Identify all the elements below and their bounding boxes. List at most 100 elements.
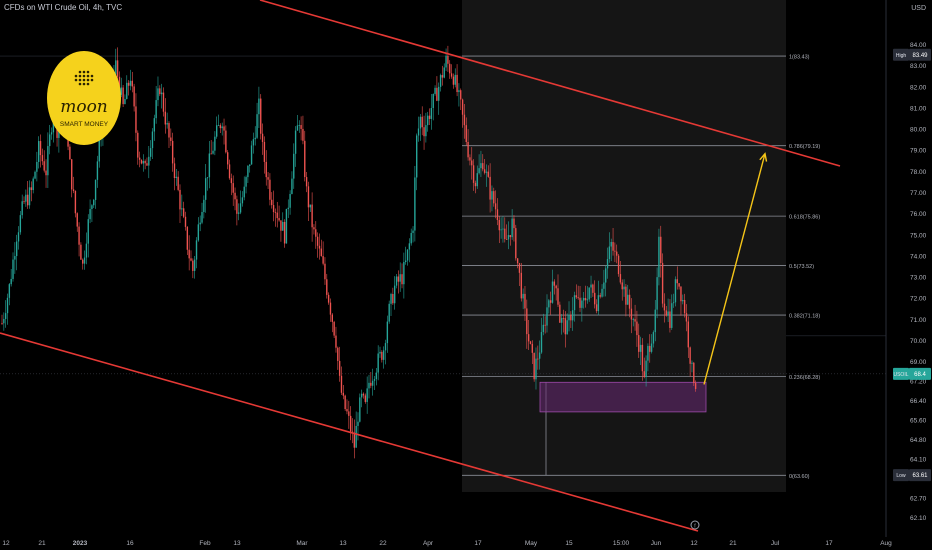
candle-body <box>465 125 467 142</box>
candle-body <box>133 86 135 107</box>
candle-body <box>252 139 255 146</box>
candle-body <box>91 205 93 210</box>
logo-text-moon: moon <box>60 97 108 117</box>
candle-body <box>199 222 201 225</box>
candle-body <box>302 128 304 141</box>
candle-body <box>570 314 572 321</box>
candle-body <box>311 204 313 228</box>
candle-body <box>280 220 282 231</box>
candle-body <box>127 82 130 86</box>
candle-body <box>215 125 218 137</box>
time-tick-label: 22 <box>379 540 387 547</box>
candle-body <box>282 221 284 231</box>
candle-body <box>485 171 488 173</box>
channel-lines <box>0 0 841 532</box>
candle-body <box>249 164 251 166</box>
price-tick-label: 78.00 <box>910 169 927 176</box>
candle-body <box>195 240 198 260</box>
candle-body <box>340 375 343 393</box>
candle-body <box>416 135 418 178</box>
candle-body <box>460 90 462 100</box>
candle-body <box>166 123 168 125</box>
candle-body <box>542 324 545 333</box>
candle-body <box>504 228 506 240</box>
candle-body <box>177 176 179 190</box>
candle-body <box>414 177 416 231</box>
candle-body <box>417 128 420 136</box>
candle-body <box>236 199 238 214</box>
candle-body <box>549 300 552 303</box>
candle-body <box>527 334 530 342</box>
candle-body <box>71 159 73 190</box>
candle-body <box>89 209 91 220</box>
candle-body <box>494 203 497 210</box>
candle-body <box>410 232 412 244</box>
candle-body <box>170 137 172 141</box>
time-tick-label: 21 <box>729 540 737 547</box>
candle-body <box>551 281 554 303</box>
candle-body <box>296 125 299 131</box>
candle-body <box>160 92 163 95</box>
candle-body <box>208 153 211 178</box>
candle-body <box>478 168 480 174</box>
candle-body <box>562 318 565 319</box>
candle-body <box>393 285 396 304</box>
candle-body <box>142 160 144 164</box>
candle-body <box>461 99 464 115</box>
candle-body <box>346 409 348 412</box>
candle-body <box>592 284 594 293</box>
candle-body <box>238 212 240 214</box>
svg-text:f: f <box>694 524 696 530</box>
candle-body <box>577 297 579 299</box>
time-marker-icon[interactable]: f <box>690 520 700 530</box>
candle-body <box>116 60 119 77</box>
candle-body <box>632 319 634 320</box>
candle-body <box>643 371 645 378</box>
candle-body <box>250 145 253 165</box>
fib-level-label: 0.5(73.52) <box>789 264 814 270</box>
candle-body <box>137 132 139 158</box>
candle-body <box>274 212 277 213</box>
price-tag-bg <box>893 48 909 61</box>
candle-body <box>623 286 625 290</box>
price-tick-label: 83.00 <box>910 63 927 70</box>
candle-body <box>214 136 216 151</box>
candle-body <box>480 163 482 169</box>
candle-body <box>434 87 436 94</box>
candle-body <box>559 304 561 323</box>
candle-body <box>614 250 616 252</box>
candle-body <box>120 87 122 95</box>
candle-body <box>445 55 447 68</box>
demand-zone-layer <box>539 381 707 413</box>
time-axis[interactable]: 12 21 2023 16 Feb 13 Mar 13 22 Apr 17 May 15 15:00 Jun… <box>2 540 892 547</box>
candle-body <box>272 205 275 213</box>
candle-body <box>304 140 306 178</box>
price-tag-name: High <box>896 53 907 59</box>
candle-body <box>331 314 333 322</box>
candle-body <box>401 274 403 285</box>
candle-body <box>423 127 425 137</box>
candle-body <box>190 258 192 261</box>
candle-body <box>74 190 77 214</box>
candle-body <box>93 199 95 206</box>
price-tick-label: 62.10 <box>910 515 927 522</box>
candle-body <box>685 313 688 322</box>
candle-body <box>94 179 97 200</box>
candle-body <box>381 351 383 360</box>
price-tick-label: 69.00 <box>910 359 927 366</box>
candle-body <box>650 343 653 352</box>
candle-body <box>287 207 289 209</box>
candle-body <box>610 242 612 247</box>
candle-body <box>371 380 374 386</box>
price-tick-label: 75.00 <box>910 232 927 239</box>
candle-body <box>627 294 629 305</box>
candle-body <box>582 297 585 301</box>
candle-body <box>227 152 229 165</box>
candle-body <box>471 160 473 166</box>
candle-body <box>693 362 695 383</box>
moon-smart-money-logo: moon SMART MONEY <box>47 51 121 145</box>
candle-body <box>193 259 196 271</box>
candle-body <box>78 226 80 245</box>
candle-body <box>474 182 477 187</box>
